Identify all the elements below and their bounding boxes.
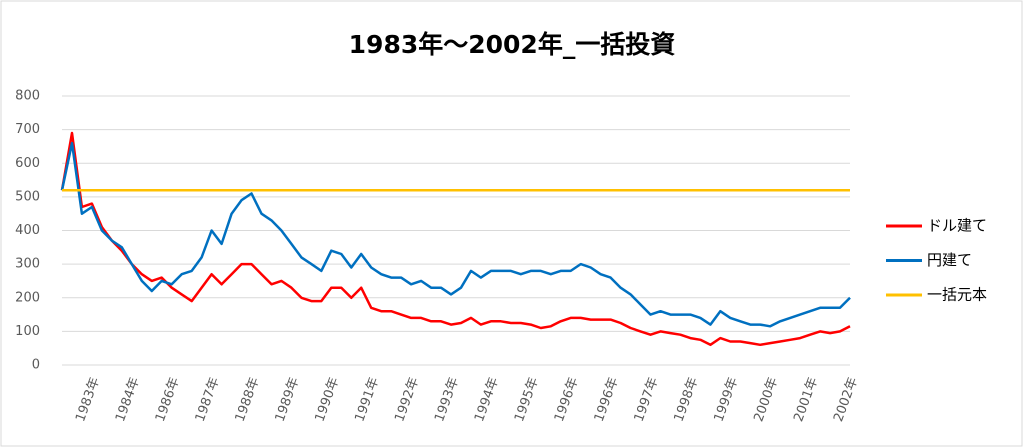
y-tick-label: 700	[15, 122, 40, 137]
legend-label: 一括元本	[927, 286, 987, 304]
series-line	[60, 141, 851, 328]
legend-label: ドル建て	[927, 217, 987, 235]
y-tick-label: 200	[15, 290, 40, 305]
y-tick-label: 0	[32, 358, 40, 373]
y-tick-label: 400	[15, 223, 40, 238]
legend-label: 円建て	[927, 251, 972, 269]
y-tick-label: 600	[15, 156, 40, 171]
y-tick-label: 100	[15, 324, 40, 339]
y-tick-label: 800	[15, 89, 40, 104]
y-tick-label: 300	[15, 257, 40, 272]
chart-title: 1983年〜2002年_一括投資	[349, 30, 676, 59]
y-tick-label: 500	[15, 189, 40, 204]
series-line	[60, 131, 851, 347]
